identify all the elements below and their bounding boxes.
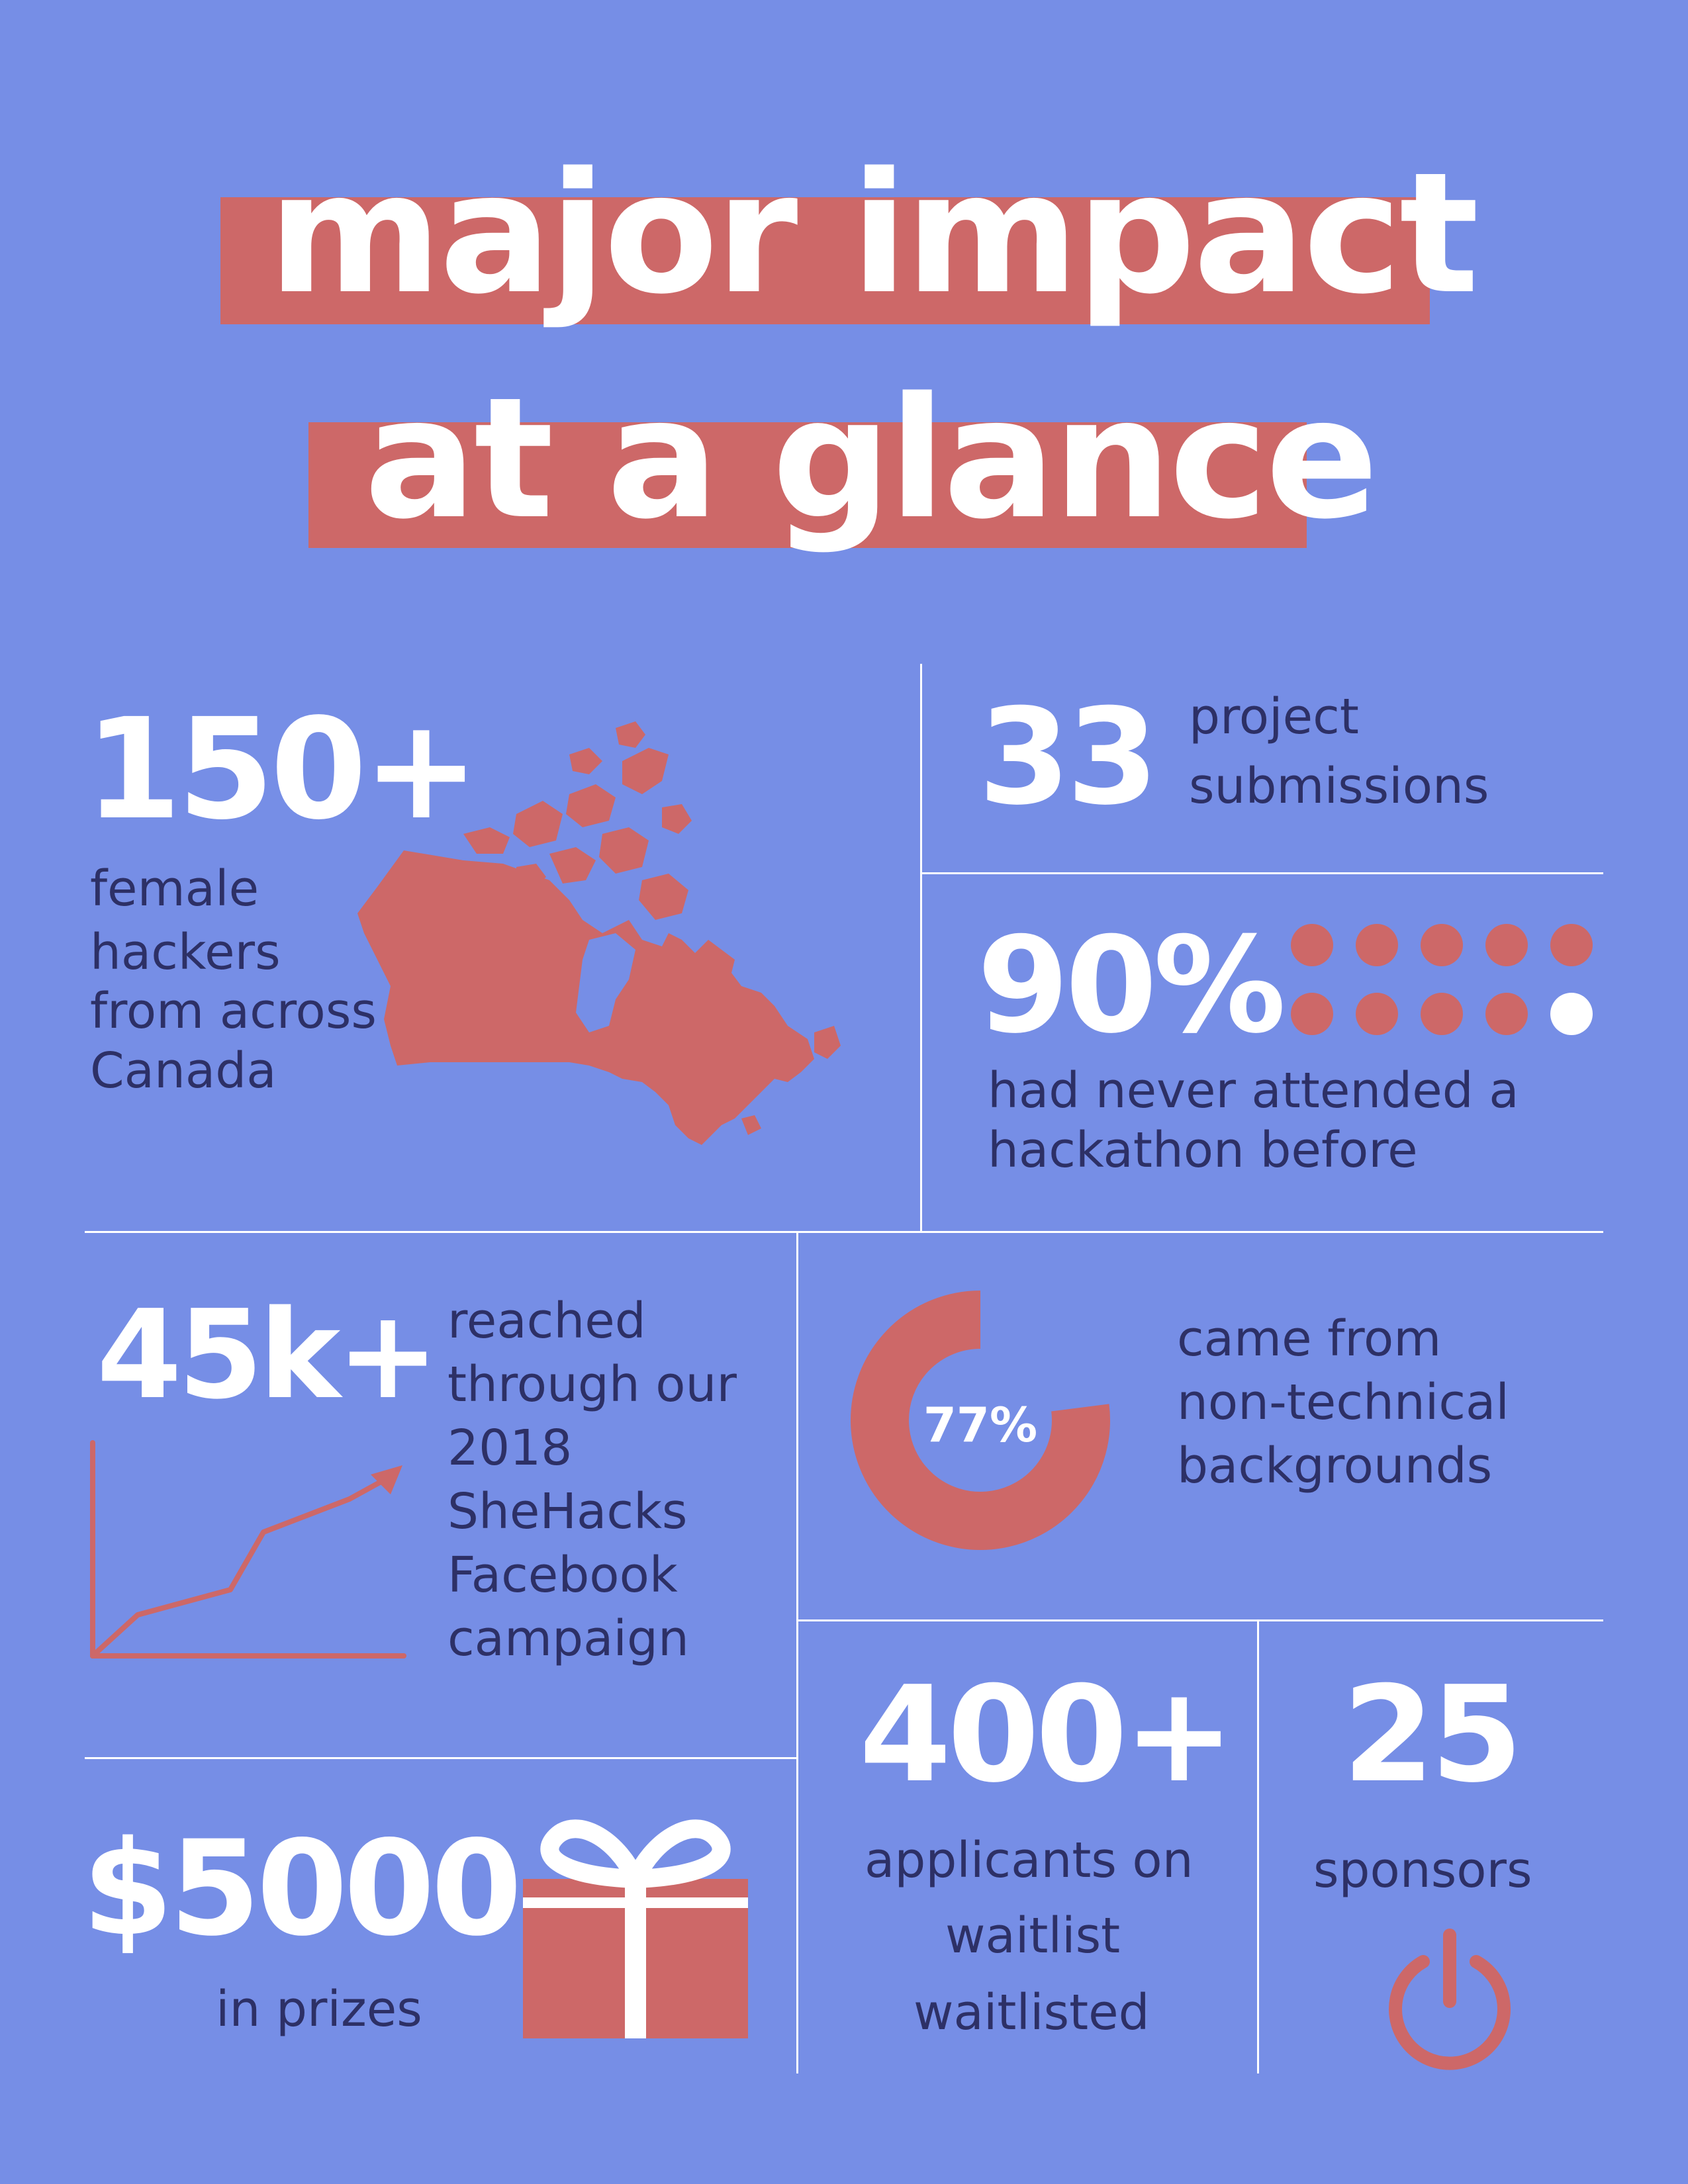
waitlist-value: 400+	[859, 1658, 1235, 1812]
dot-filled	[1356, 924, 1398, 966]
dot-filled	[1421, 924, 1463, 966]
dot-filled	[1291, 924, 1333, 966]
title-highlight-1	[220, 197, 1430, 324]
hackers-label-2: hackers	[90, 924, 281, 981]
title-line-2: at a glance	[364, 362, 1379, 556]
dot-filled	[1485, 993, 1528, 1035]
projects-value: 33	[978, 680, 1158, 835]
donut-arc	[851, 1291, 1110, 1550]
donut-percent-label: 77%	[923, 1397, 1037, 1453]
dot-empty	[1550, 993, 1593, 1035]
title-line-1: major impact	[268, 137, 1479, 331]
hackers-value: 150+	[85, 688, 479, 850]
divider-h-right-bottom	[796, 1619, 1603, 1621]
divider-v-mid	[796, 1231, 798, 2073]
sponsors-value: 25	[1342, 1658, 1523, 1812]
divider-v-top	[920, 664, 922, 1233]
dot-filled	[1550, 924, 1593, 966]
dot-filled	[1485, 924, 1528, 966]
divider-h-left-bottom	[85, 1757, 798, 1759]
hackers-label-4: Canada	[90, 1042, 277, 1099]
divider-h-mid	[85, 1231, 1603, 1233]
non-technical-label-2: non-technical	[1177, 1374, 1509, 1431]
donut-chart-icon: 77%	[851, 1291, 1110, 1550]
title-highlight-2	[308, 422, 1307, 548]
first-time-label-1: had never attended a	[988, 1062, 1519, 1119]
dot-grid-icon	[1291, 924, 1593, 1035]
power-icon	[1389, 1929, 1511, 2070]
waitlist-label-3: waitlisted	[914, 1984, 1150, 2041]
non-technical-label-1: came from	[1177, 1310, 1442, 1367]
reach-label-3: 2018	[447, 1420, 573, 1477]
canada-map-icon	[357, 721, 841, 1145]
divider-h-right-top	[920, 872, 1603, 874]
projects-label-2: submissions	[1189, 758, 1489, 815]
sponsors-label: sponsors	[1313, 1842, 1532, 1899]
reach-value: 45k+	[97, 1283, 439, 1426]
reach-label-5: Facebook	[447, 1547, 678, 1604]
reach-label-4: SheHacks	[447, 1483, 688, 1540]
hackers-label-1: female	[90, 860, 259, 917]
divider-v-bottom	[1257, 1619, 1259, 2073]
waitlist-label-2: waitlist	[945, 1907, 1121, 1964]
prizes-label: in prizes	[216, 1981, 422, 2038]
reach-label-2: through our	[447, 1356, 737, 1413]
prizes-value: $5000	[82, 1812, 522, 1965]
first-time-value: 90%	[977, 909, 1286, 1063]
reach-label-6: campaign	[447, 1610, 689, 1667]
dot-filled	[1291, 993, 1333, 1035]
hackers-label-3: from across	[90, 983, 377, 1040]
first-time-label-2: hackathon before	[988, 1122, 1418, 1179]
waitlist-label-1: applicants on	[865, 1832, 1194, 1889]
gift-icon	[523, 1819, 748, 2038]
dot-filled	[1421, 993, 1463, 1035]
non-technical-label-3: backgrounds	[1177, 1437, 1493, 1494]
growth-chart-icon	[90, 1440, 406, 1659]
dot-filled	[1356, 993, 1398, 1035]
projects-label-1: project	[1189, 688, 1359, 745]
reach-label-1: reached	[447, 1293, 646, 1349]
